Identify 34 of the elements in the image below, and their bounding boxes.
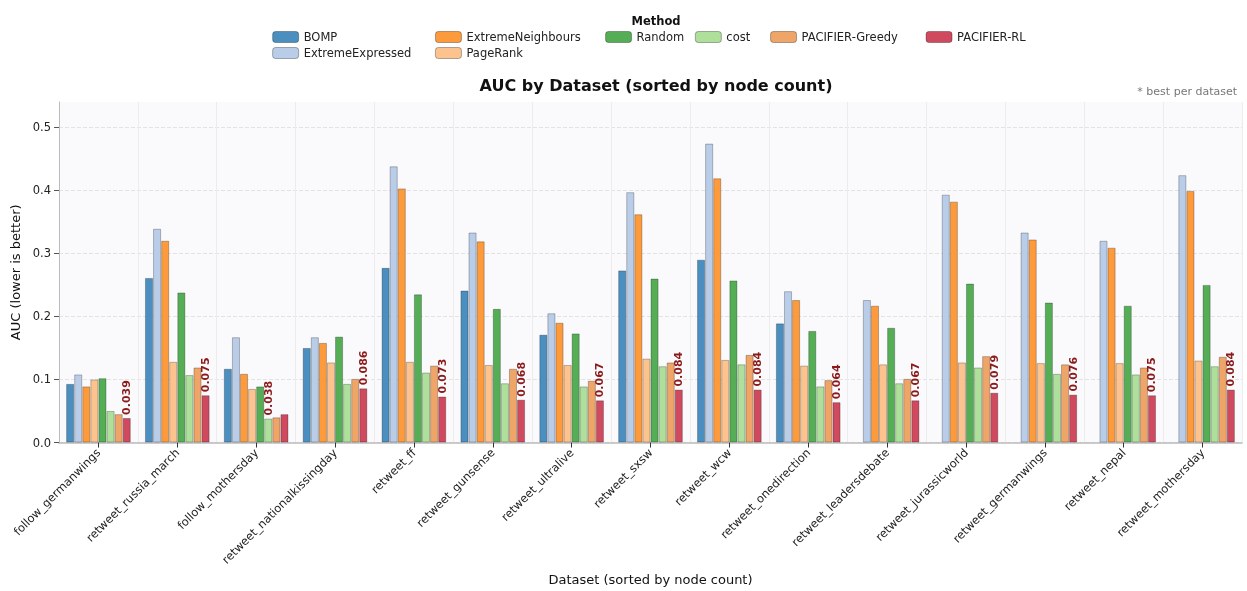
chart-title: AUC by Dataset (sorted by node count)	[479, 75, 833, 95]
x-axis-title: Dataset (sorted by node count)	[548, 572, 753, 587]
legend-label: cost	[726, 30, 751, 44]
data-label: 0.067	[908, 362, 922, 398]
legend-title: Method	[631, 14, 681, 28]
y-tick-label: 0.3	[32, 246, 51, 261]
data-label: 0.079	[987, 354, 1001, 390]
y-tick-label: 0.5	[32, 120, 51, 135]
legend-label: PACIFIER-RL	[957, 30, 1027, 44]
y-tick-label: 0.1	[32, 372, 51, 387]
data-label: 0.073	[435, 358, 449, 394]
data-label: 0.068	[514, 361, 528, 397]
data-label: 0.067	[593, 362, 607, 398]
y-tick-label: 0.0	[32, 435, 51, 450]
data-label: 0.064	[830, 364, 844, 400]
data-label: 0.038	[261, 380, 275, 416]
y-axis-title: AUC (lower is better)	[7, 204, 23, 341]
y-tick-label: 0.4	[32, 183, 51, 198]
data-label: 0.084	[672, 351, 686, 387]
data-label: 0.076	[1066, 356, 1080, 392]
legend-label: ExtremeExpressed	[303, 46, 412, 60]
data-label: 0.075	[1145, 357, 1159, 393]
data-label: 0.084	[1224, 351, 1238, 387]
data-label: 0.039	[120, 380, 134, 415]
legend-label: ExtremeNeighbours	[466, 30, 581, 44]
legend-label: Random	[636, 30, 685, 44]
legend-label: PageRank	[466, 46, 524, 60]
legend-label: PACIFIER-Greedy	[801, 30, 899, 44]
data-label: 0.075	[199, 357, 213, 393]
legend-label: BOMP	[303, 30, 338, 44]
text: * best per dataset	[1137, 85, 1238, 98]
data-label: 0.086	[356, 350, 370, 386]
y-tick-label: 0.2	[32, 309, 51, 324]
data-label: 0.084	[751, 351, 765, 387]
